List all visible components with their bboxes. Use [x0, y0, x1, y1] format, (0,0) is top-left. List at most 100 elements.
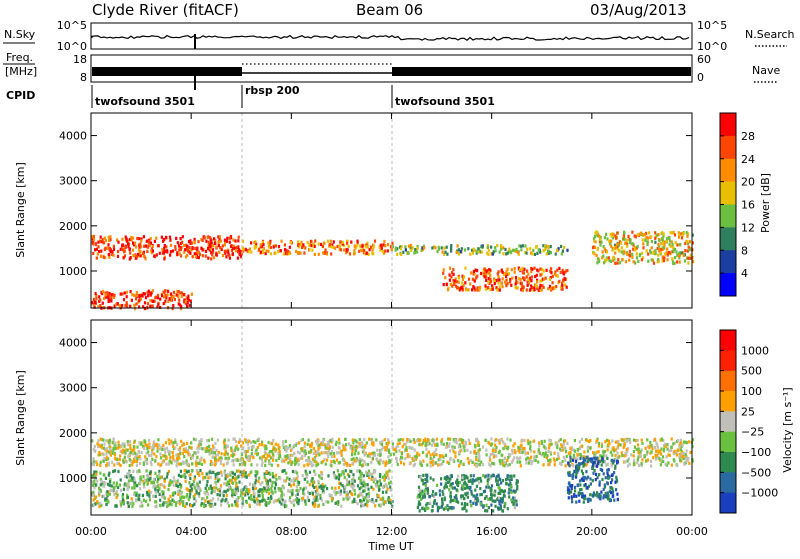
velocity-cell — [128, 463, 131, 468]
velocity-cell — [220, 470, 223, 474]
velocity-cell — [153, 452, 156, 456]
power-cell — [501, 277, 504, 281]
velocity-cell — [467, 460, 470, 464]
power-cell — [150, 291, 153, 295]
velocity-cell — [169, 494, 172, 498]
velocity-cell — [332, 452, 336, 456]
velocity-cell — [435, 437, 438, 441]
velocity-cell — [461, 507, 464, 511]
velocity-cell — [569, 484, 572, 488]
velocity-cell — [351, 445, 354, 449]
velocity-cell — [489, 476, 492, 480]
power-cell — [643, 233, 646, 237]
velocity-cell — [322, 439, 325, 443]
velocity-cell — [226, 452, 229, 456]
velocity-cell — [266, 454, 269, 458]
power-cell — [452, 279, 455, 283]
velocity-cell — [241, 501, 244, 505]
velocity-cell — [274, 473, 277, 477]
velocity-cell — [615, 475, 618, 479]
velocity-cell — [533, 439, 536, 443]
velocity-scatter-cells — [91, 437, 694, 513]
power-cell — [663, 252, 667, 256]
power-cell — [277, 250, 280, 254]
velocity-cell — [492, 455, 495, 459]
power-cell — [169, 243, 173, 247]
power-cell — [564, 283, 567, 287]
power-cell — [106, 246, 109, 250]
power-cell — [636, 244, 639, 249]
velocity-cell — [636, 443, 639, 447]
power-cell — [285, 252, 288, 256]
velocity-cell — [481, 445, 485, 449]
power-cell — [223, 243, 226, 247]
velocity-cell — [254, 474, 257, 478]
velocity-cell — [662, 447, 666, 451]
velocity-cell — [186, 493, 189, 497]
velocity-cell — [274, 442, 277, 446]
velocity-cell — [610, 458, 613, 463]
velocity-cell — [227, 438, 230, 442]
velocity-cell — [571, 447, 574, 451]
power-cell — [506, 272, 509, 276]
velocity-cell — [128, 457, 131, 462]
power-cell — [484, 284, 487, 288]
power-cell — [489, 274, 492, 278]
velocity-cell — [391, 442, 394, 446]
velocity-cell — [258, 499, 262, 504]
velocity-cell — [442, 459, 445, 463]
power-cell — [167, 299, 170, 303]
velocity-cell — [572, 464, 575, 468]
power-cell — [498, 250, 501, 254]
power-cell — [467, 247, 470, 251]
velocity-cell — [465, 474, 468, 478]
velocity-cell — [198, 461, 201, 466]
velocity-cell — [601, 477, 604, 482]
power-scatter-cells — [91, 230, 695, 311]
velocity-cell — [381, 439, 384, 443]
velocity-cell — [682, 452, 685, 456]
velocity-cell — [537, 460, 540, 464]
power-cell — [444, 250, 447, 254]
velocity-cell — [211, 455, 214, 459]
velocity-cell — [344, 461, 347, 465]
power-cell — [686, 234, 689, 238]
power-cell — [97, 245, 100, 249]
velocity-cell — [438, 489, 441, 493]
velocity-cell — [426, 463, 429, 467]
velocity-cell — [242, 446, 245, 450]
velocity-cell — [583, 450, 586, 454]
velocity-cell — [91, 483, 95, 487]
power-cell — [636, 233, 639, 237]
power-cell — [226, 249, 229, 254]
velocity-cell — [487, 473, 490, 477]
velocity-cell — [242, 503, 245, 507]
power-cell — [491, 287, 494, 291]
velocity-cell — [506, 507, 509, 511]
velocity-cell — [211, 461, 214, 465]
power-cell — [487, 277, 490, 281]
velocity-cell — [179, 469, 182, 473]
power-cell — [289, 251, 292, 255]
velocity-cell — [233, 492, 237, 497]
velocity-cell — [112, 481, 115, 485]
velocity-cell — [622, 442, 625, 446]
power-cell — [539, 267, 542, 271]
velocity-cell — [201, 447, 204, 451]
velocity-cell — [263, 444, 266, 448]
velocity-cell — [168, 452, 171, 456]
velocity-cell — [368, 452, 371, 456]
velocity-cell — [326, 446, 329, 451]
velocity-cell — [145, 499, 148, 503]
velocity-cell — [592, 456, 596, 460]
velocity-cell — [324, 462, 327, 466]
velocity-cell — [305, 472, 308, 476]
velocity-cell — [126, 501, 129, 505]
power-cell — [496, 244, 499, 248]
velocity-cell — [549, 458, 552, 462]
velocity-cell — [204, 486, 207, 490]
velocity-cell — [304, 499, 307, 503]
power-cell — [341, 240, 344, 244]
velocity-cell — [691, 459, 694, 463]
velocity-cell — [461, 487, 464, 491]
